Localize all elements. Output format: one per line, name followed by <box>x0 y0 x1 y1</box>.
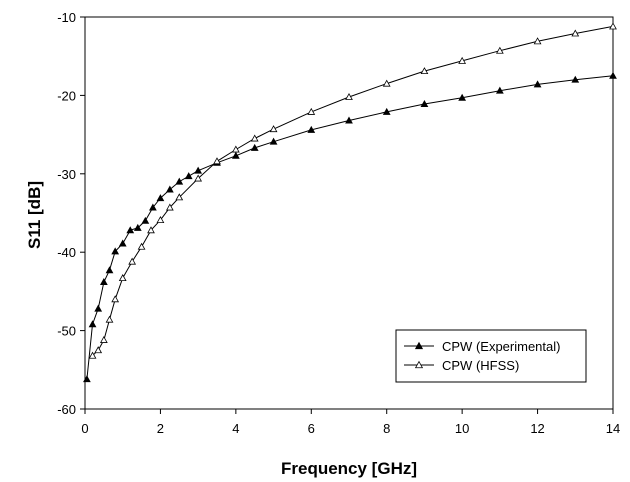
data-point-experimental <box>118 239 127 247</box>
data-point-experimental <box>269 137 278 145</box>
data-point-hfss <box>382 79 391 87</box>
data-point-hfss <box>345 92 353 100</box>
data-point-experimental <box>231 151 240 159</box>
data-point-experimental <box>111 247 120 255</box>
data-point-experimental <box>133 223 142 231</box>
data-point-experimental <box>149 203 157 211</box>
y-tick-label: -40 <box>57 245 76 260</box>
data-point-hfss <box>458 56 467 64</box>
data-point-experimental <box>83 375 91 383</box>
data-point-experimental <box>194 166 203 174</box>
legend-box <box>395 329 587 383</box>
data-point-hfss <box>88 351 97 359</box>
data-point-experimental <box>141 216 150 224</box>
plot-area: 0 2 4 6 8 10 12 14 -60 -50 -40 -30 -20 -10 <box>57 10 620 436</box>
x-tick-label: 6 <box>308 421 315 436</box>
data-point-hfss <box>128 257 137 265</box>
y-tick-label: -50 <box>57 324 76 339</box>
x-tick-label: 14 <box>606 421 620 436</box>
x-tick-label: 10 <box>455 421 469 436</box>
legend-label: CPW (HFSS) <box>442 358 519 373</box>
data-point-hfss <box>147 226 155 234</box>
data-point-experimental <box>99 277 108 285</box>
y-tick-label: -60 <box>57 402 76 417</box>
data-point-experimental <box>88 320 97 328</box>
plot-frame <box>84 16 614 410</box>
data-point-experimental <box>533 80 542 88</box>
data-point-hfss <box>420 67 429 75</box>
series-line-2 <box>92 25 614 357</box>
data-point-experimental <box>382 107 391 115</box>
data-point-experimental <box>175 177 184 185</box>
x-tick-label: 4 <box>232 421 239 436</box>
y-tick-label: -30 <box>57 167 76 182</box>
data-point-hfss <box>231 145 240 153</box>
data-point-hfss <box>105 315 114 323</box>
legend-marker <box>414 341 424 350</box>
data-point-hfss <box>156 216 165 224</box>
x-tick-label: 0 <box>81 421 88 436</box>
data-point-experimental <box>250 143 259 151</box>
data-point-hfss <box>118 274 127 282</box>
y-tick-label: -10 <box>57 10 76 25</box>
data-point-hfss <box>165 203 174 211</box>
y-tick-label: -20 <box>57 88 76 103</box>
data-point-experimental <box>345 116 353 124</box>
data-point-hfss <box>571 29 580 37</box>
data-point-hfss <box>194 174 203 182</box>
data-point-hfss <box>99 335 108 343</box>
legend-marker <box>414 360 424 369</box>
data-point-hfss <box>94 346 103 354</box>
data-point-hfss <box>495 46 504 54</box>
data-point-hfss <box>533 37 542 45</box>
data-point-hfss <box>250 134 259 142</box>
data-point-hfss <box>175 193 184 201</box>
data-point-experimental <box>458 93 467 101</box>
legend-label: CPW (Experimental) <box>442 339 560 354</box>
data-point-experimental <box>105 266 114 274</box>
x-tick-label: 8 <box>383 421 390 436</box>
data-point-experimental <box>609 71 617 79</box>
data-point-experimental <box>307 125 316 133</box>
x-axis-title: Frequency [GHz] <box>281 459 417 478</box>
x-tick-label: 12 <box>530 421 544 436</box>
data-point-hfss <box>213 157 221 165</box>
data-point-experimental <box>420 100 429 107</box>
data-point-experimental <box>165 185 174 193</box>
y-axis-title: S11 [dB] <box>25 181 44 249</box>
data-point-hfss <box>137 242 146 250</box>
legend: CPW (Experimental) CPW (HFSS) <box>395 329 587 383</box>
data-point-experimental <box>571 75 580 83</box>
data-point-hfss <box>111 295 120 303</box>
data-point-experimental <box>94 304 103 312</box>
data-point-hfss <box>609 22 617 30</box>
data-point-hfss <box>307 107 316 115</box>
x-tick-label: 2 <box>157 421 164 436</box>
data-point-hfss <box>269 125 278 133</box>
data-point-experimental <box>495 86 504 94</box>
data-point-experimental <box>156 194 165 202</box>
data-point-experimental <box>126 226 135 234</box>
data-point-experimental <box>184 172 193 180</box>
